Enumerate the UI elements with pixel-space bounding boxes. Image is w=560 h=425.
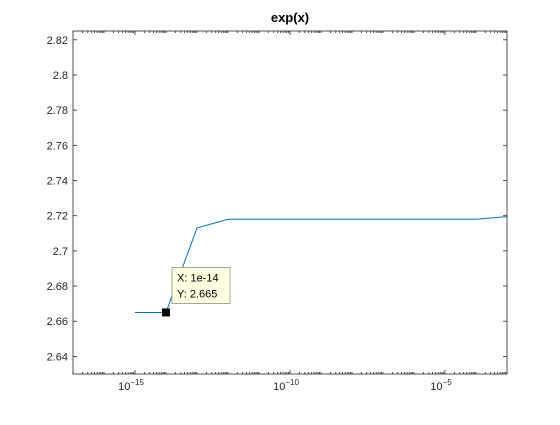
datatip-x-text: X: 1e-14 — [177, 272, 219, 284]
x-tick-label: 10−10 — [273, 378, 299, 393]
x-tick-exponent: −10 — [285, 378, 299, 387]
y-tick-label: 2.68 — [47, 281, 68, 293]
x-tick-base: 10 — [430, 381, 442, 393]
chart-title: exp(x) — [271, 10, 309, 25]
data-tip[interactable]: X: 1e-14 Y: 2.665 — [162, 267, 231, 317]
plot-area[interactable] — [72, 30, 508, 375]
y-axis: 2.64 2.66 2.68 2.7 2.72 2.74 2.76 2.78 2.8 2.82 — [47, 35, 507, 363]
datatip-y-text: Y: 2.665 — [177, 288, 217, 300]
datatip-marker — [162, 308, 170, 317]
x-tick-label: 10−15 — [118, 378, 144, 393]
x-tick-base: 10 — [273, 381, 285, 393]
y-tick-label: 2.72 — [47, 211, 68, 223]
y-tick-label: 2.78 — [47, 105, 68, 117]
x-tick-exponent: −15 — [130, 378, 144, 387]
y-tick-label: 2.66 — [47, 316, 68, 328]
series-layer — [135, 216, 508, 313]
datatip-box — [171, 267, 231, 304]
x-tick-label: 10−5 — [430, 378, 452, 393]
series-line — [135, 216, 508, 313]
y-tick-label: 2.76 — [47, 140, 68, 152]
y-tick-label: 2.7 — [53, 246, 68, 258]
y-tick-label: 2.8 — [53, 70, 68, 82]
y-tick-label: 2.64 — [47, 351, 68, 363]
y-tick-label: 2.74 — [47, 176, 68, 188]
x-tick-exponent: −5 — [443, 378, 453, 387]
x-axis: 10−15 10−10 10−5 — [72, 31, 508, 393]
x-tick-base: 10 — [118, 381, 130, 393]
y-tick-label: 2.82 — [47, 35, 68, 47]
